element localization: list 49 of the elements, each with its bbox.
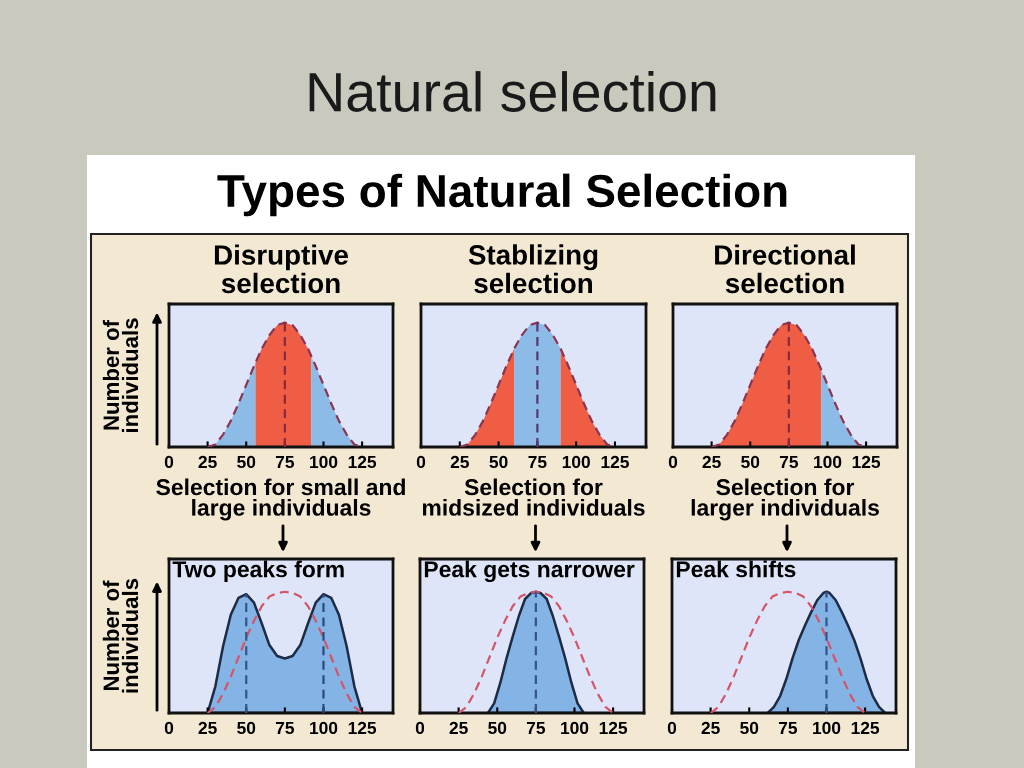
x-tick-label: 25 — [450, 455, 469, 469]
y-axis-title: Number of individuals — [102, 318, 139, 432]
text: Two peaks form — [172, 560, 344, 582]
chart-title: Stablizing selection — [468, 244, 598, 294]
x-tick-label: 50 — [237, 455, 256, 469]
text: Peak shifts — [676, 560, 796, 578]
x-tick-label: 50 — [741, 455, 760, 469]
x-tick-label: 0 — [416, 455, 426, 469]
x-axis-title: Selection for small and large individuals — [156, 478, 405, 521]
x-tick-label: 125 — [348, 455, 377, 469]
x-tick-label: 100 — [561, 721, 589, 735]
x-tick-label: 125 — [348, 721, 377, 735]
x-tick-label: 100 — [310, 721, 338, 735]
x-tick-label: 75 — [275, 455, 295, 469]
x-tick-label: 0 — [164, 455, 174, 469]
x-tick-label: 0 — [667, 721, 677, 735]
text: Natural selection — [309, 71, 716, 112]
chart-title: Disruptive selection — [214, 244, 348, 294]
x-tick-label: 100 — [813, 721, 841, 735]
x-tick-label: 100 — [310, 455, 338, 469]
x-tick-label: 25 — [198, 721, 217, 735]
x-tick-label: 50 — [237, 721, 256, 735]
text: Peak gets narrower — [424, 560, 635, 582]
x-tick-label: 50 — [489, 455, 508, 469]
y-axis-title: Number of individuals — [102, 578, 139, 693]
x-tick-label: 75 — [528, 455, 547, 469]
x-axis-title: Selection for midsized individuals — [422, 478, 645, 516]
x-tick-label: 75 — [275, 721, 295, 735]
x-tick-label: 50 — [740, 721, 759, 735]
x-tick-label: 75 — [778, 721, 798, 735]
x-tick-label: 25 — [198, 455, 217, 469]
x-tick-label: 125 — [601, 455, 629, 469]
chart-title: Directional selection — [715, 244, 855, 294]
x-tick-label: 100 — [562, 455, 590, 469]
x-tick-label: 75 — [526, 721, 546, 735]
x-tick-label: 125 — [851, 721, 880, 735]
x-tick-label: 50 — [488, 721, 507, 735]
x-tick-label: 125 — [852, 455, 881, 469]
x-tick-label: 0 — [164, 721, 174, 735]
x-tick-label: 0 — [415, 721, 425, 735]
x-tick-label: 100 — [814, 455, 842, 469]
x-tick-label: 125 — [599, 721, 628, 735]
x-tick-label: 75 — [779, 455, 799, 469]
x-tick-label: 0 — [668, 455, 678, 469]
x-tick-label: 25 — [701, 721, 720, 735]
x-tick-label: 25 — [449, 721, 468, 735]
x-axis-title: Selection for larger individuals — [691, 478, 879, 521]
text: Types of Natural Selection — [217, 173, 787, 217]
x-tick-label: 25 — [702, 455, 721, 469]
